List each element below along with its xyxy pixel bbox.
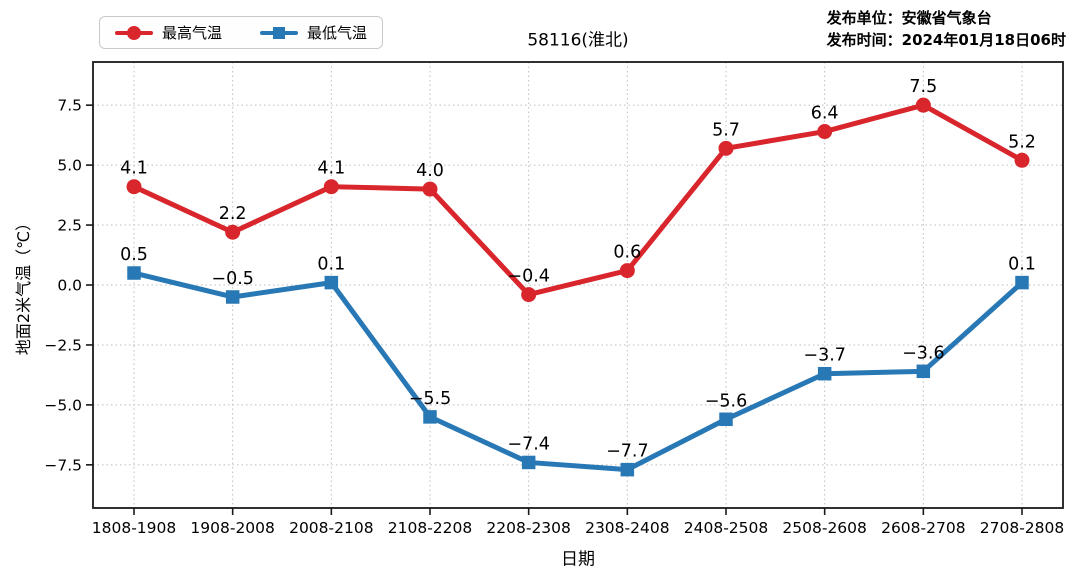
legend-item-min-temp: 最低气温 — [260, 22, 367, 43]
publisher-time: 发布时间：2024年01月18日06时 — [826, 31, 1066, 49]
data-point-marker — [127, 266, 141, 280]
data-point-marker — [1015, 275, 1029, 290]
y-tick-label: 5.0 — [57, 157, 82, 175]
y-tick-label: −5.0 — [44, 396, 82, 414]
data-point-label: 7.5 — [909, 77, 937, 97]
publisher-info: 发布单位：安徽省气象台 发布时间：2024年01月18日06时 — [827, 7, 1066, 51]
data-point-marker — [225, 290, 240, 304]
data-point-marker — [423, 410, 437, 424]
min-temp-line-marker-icon — [260, 25, 299, 40]
data-point-marker — [719, 412, 733, 427]
y-tick-label: 0.0 — [57, 277, 82, 295]
legend-label-max-temp: 最高气温 — [162, 24, 223, 42]
data-point-marker — [324, 275, 339, 290]
data-point-label: 0.1 — [317, 255, 345, 275]
data-point-label: −3.6 — [902, 343, 945, 363]
data-point-marker — [126, 179, 142, 195]
data-point-marker — [916, 364, 931, 379]
data-point-label: 2.2 — [219, 204, 247, 224]
legend-item-max-temp: 最高气温 — [115, 22, 222, 43]
x-tick-label: 2508-2608 — [782, 519, 867, 537]
data-point-marker — [817, 124, 833, 140]
x-tick-label: 2408-2508 — [684, 519, 769, 537]
data-point-label: −0.5 — [211, 269, 254, 289]
data-point-marker — [422, 181, 438, 197]
data-point-label: 4.1 — [317, 159, 345, 179]
y-tick-label: −7.5 — [44, 456, 82, 474]
data-point-marker — [620, 462, 635, 477]
y-tick-label: 7.5 — [57, 97, 82, 115]
data-point-marker — [619, 263, 635, 279]
x-tick-label: 1908-2008 — [190, 519, 275, 537]
data-point-label: 5.7 — [712, 120, 740, 140]
data-point-label: 6.4 — [811, 104, 839, 124]
data-point-label: −5.6 — [705, 391, 748, 411]
legend-label-min-temp: 最低气温 — [307, 24, 368, 42]
data-point-label: 4.0 — [416, 161, 444, 181]
max-temp-line-marker-icon — [115, 25, 153, 40]
data-point-marker — [225, 224, 241, 240]
series-line-最低气温 — [131, 270, 1025, 473]
chart-title: 58116(淮北) — [527, 30, 629, 51]
data-point-label: −5.5 — [409, 389, 452, 409]
data-point-label: 0.6 — [613, 243, 641, 263]
data-point-label: 0.5 — [120, 245, 148, 265]
y-tick-label: 2.5 — [57, 217, 82, 235]
data-point-label: −7.4 — [507, 434, 550, 454]
x-tick-label: 2308-2408 — [585, 519, 670, 537]
data-point-marker — [323, 179, 339, 195]
data-point-marker — [817, 366, 832, 381]
data-point-marker — [915, 97, 931, 113]
data-point-label: 4.1 — [120, 159, 148, 179]
chart-legend: 最高气温 最低气温 — [99, 16, 384, 49]
data-point-label: −3.7 — [803, 346, 846, 366]
data-point-label: −0.4 — [507, 267, 550, 287]
x-tick-label: 2008-2108 — [289, 519, 374, 537]
data-point-marker — [1014, 152, 1030, 168]
y-tick-label: −2.5 — [44, 336, 82, 354]
data-point-label: 0.1 — [1008, 255, 1036, 275]
x-axis-label: 日期 — [561, 549, 595, 570]
data-point-marker — [521, 455, 536, 470]
data-point-marker — [521, 287, 537, 303]
x-tick-label: 2108-2208 — [388, 519, 473, 537]
publisher-org: 发布单位：安徽省气象台 — [826, 9, 992, 27]
x-tick-label: 2208-2308 — [486, 519, 571, 537]
series-line-最高气温 — [131, 102, 1025, 298]
data-point-label: 5.2 — [1008, 132, 1036, 152]
data-point-marker — [718, 140, 734, 156]
x-tick-label: 2608-2708 — [881, 519, 966, 537]
x-tick-label: 2708-2808 — [980, 519, 1065, 537]
x-tick-label: 1808-1908 — [92, 519, 177, 537]
data-point-label: −7.7 — [606, 442, 649, 462]
